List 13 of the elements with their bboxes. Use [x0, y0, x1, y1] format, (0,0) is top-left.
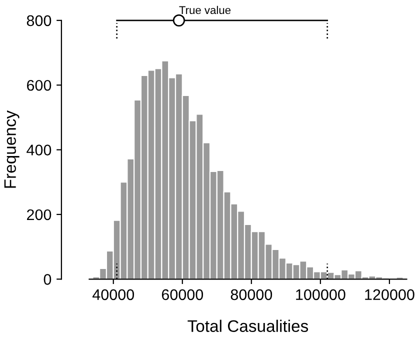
x-tick-label: 40000	[92, 289, 134, 300]
x-tick-label: 100000	[296, 289, 346, 300]
x-axis-title: Total Casualities	[188, 320, 308, 332]
y-tick-label: 0	[44, 274, 52, 285]
y-tick-label: 200	[27, 209, 52, 220]
annotation: True value	[179, 6, 231, 14]
x-tick-label: 120000	[365, 289, 414, 300]
x-tick-label: 60000	[162, 289, 204, 300]
y-tick-label: 800	[26, 15, 52, 26]
x-tick-label: 80000	[230, 289, 272, 300]
y-tick-label: 600	[27, 80, 52, 91]
y-tick-label: 400	[26, 144, 52, 156]
y-axis-title: Frequency	[4, 110, 20, 188]
